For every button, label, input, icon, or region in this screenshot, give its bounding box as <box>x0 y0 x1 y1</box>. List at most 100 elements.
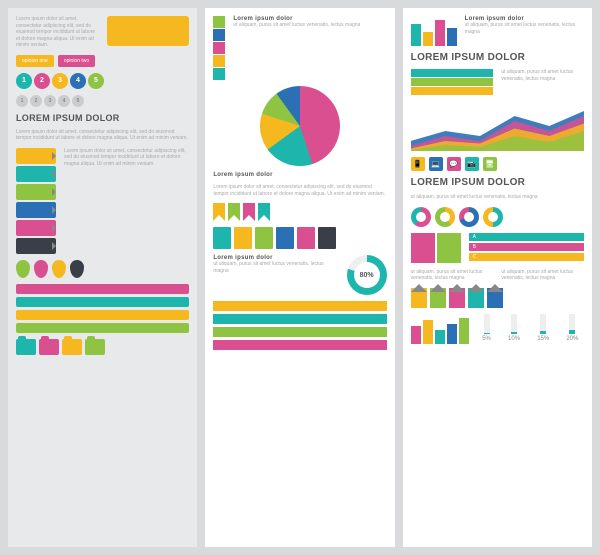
side-tab-3[interactable] <box>16 184 56 200</box>
icon-5[interactable]: 🖥 <box>483 157 497 171</box>
num-2[interactable]: 2 <box>34 73 50 89</box>
gauge-row: Lorem ipsum dolor ut aliquam, purus sit … <box>213 255 386 295</box>
side-tab-2[interactable] <box>16 166 56 182</box>
bar-3 <box>435 20 445 46</box>
side-tab-6[interactable] <box>16 238 56 254</box>
num-g3: 3 <box>44 95 56 107</box>
abc-c: C <box>469 253 584 261</box>
ribbon-2 <box>16 297 189 307</box>
bm-3 <box>243 203 255 221</box>
c2-t2: Lorem ipsum dolor sit amet, consectetur … <box>213 184 386 197</box>
gauge: 80% <box>347 255 387 295</box>
bookmarks <box>213 203 386 221</box>
num-1[interactable]: 1 <box>16 73 32 89</box>
ar-1 <box>213 301 386 311</box>
donuts <box>411 207 584 227</box>
folder-1[interactable] <box>16 339 36 355</box>
pct-2: 10% <box>508 314 520 344</box>
c3-t1: ut aliquam, purus sit amet luctus venena… <box>501 69 584 95</box>
c2-t3: ut aliquam, purus sit amet luctus venena… <box>213 261 338 274</box>
icon-2[interactable]: 💻 <box>429 157 443 171</box>
block-1 <box>411 233 435 263</box>
icon-1[interactable]: 📱 <box>411 157 425 171</box>
sw-2 <box>234 227 252 249</box>
opinion-tab-1[interactable]: opinion one <box>16 55 54 67</box>
column-2: Lorem ipsum dolor ut aliquam, purus sit … <box>205 8 394 547</box>
side-tab-1[interactable] <box>16 148 56 164</box>
c3-t2: ut aliquam, purus sit amet luctus venena… <box>411 194 584 201</box>
seg-2 <box>213 29 225 41</box>
folder-2[interactable] <box>39 339 59 355</box>
stripes <box>411 69 494 95</box>
abc-b: B <box>469 243 584 251</box>
tag-shapes <box>411 288 584 308</box>
c2-top-text: Lorem ipsum dolor ut aliquam, purus sit … <box>233 16 386 80</box>
blocks <box>411 233 461 263</box>
column-3: Lorem ipsum dolor ut aliquam, purus sit … <box>403 8 592 547</box>
bm-4 <box>258 203 270 221</box>
ribbon-3 <box>16 310 189 320</box>
percentages: 5% 10% 15% 20% <box>477 314 584 344</box>
block-2 <box>437 233 461 263</box>
num-g2: 2 <box>30 95 42 107</box>
icon-4[interactable]: 📷 <box>465 157 479 171</box>
pct-3: 15% <box>537 314 549 344</box>
opinion-tab-2[interactable]: opinion two <box>58 55 95 67</box>
seg-3 <box>213 42 225 54</box>
pct-4: 20% <box>566 314 578 344</box>
abc-labels: A B C <box>469 233 584 263</box>
seg-1 <box>213 16 225 28</box>
num-5[interactable]: 5 <box>88 73 104 89</box>
tabs-text-row: Lorem ipsum dolor sit amet, consectetur … <box>16 148 189 254</box>
heading-1: LOREM IPSUM DOLOR <box>16 113 189 123</box>
num-3[interactable]: 3 <box>52 73 68 89</box>
sw-5 <box>297 227 315 249</box>
drop-3 <box>52 260 66 278</box>
c3-t3a: ut aliquam, purus sit amet luctus venena… <box>411 269 494 282</box>
side-tab-4[interactable] <box>16 202 56 218</box>
arrows <box>213 301 386 350</box>
sw-1 <box>213 227 231 249</box>
folder-4[interactable] <box>85 339 105 355</box>
ar-4 <box>213 340 386 350</box>
icon-3[interactable]: 💬 <box>447 157 461 171</box>
mb2-3 <box>435 330 445 344</box>
body-1: Lorem ipsum dolor sit amet, consectetur … <box>16 129 189 142</box>
pct-3-label: 15% <box>537 336 549 342</box>
stacked-bar <box>213 16 225 80</box>
c3-t3b: ut aliquam, purus sit amet luctus venena… <box>501 269 584 282</box>
mini-bars-2 <box>411 314 469 344</box>
donut-2 <box>435 207 455 227</box>
ribbon-4 <box>16 323 189 333</box>
drops <box>16 260 189 278</box>
icon-row: 📱 💻 💬 📷 🖥 <box>411 157 584 171</box>
abc-a: A <box>469 233 584 241</box>
bar-2 <box>423 32 433 46</box>
donut-4 <box>483 207 503 227</box>
ar-2 <box>213 314 386 324</box>
folder-3[interactable] <box>62 339 82 355</box>
seg-5 <box>213 68 225 80</box>
blocks-row: A B C <box>411 233 584 263</box>
gauge-text: Lorem ipsum dolor ut aliquam, purus sit … <box>213 255 338 295</box>
c3-top-text: Lorem ipsum dolor ut aliquam, purus sit … <box>465 16 584 46</box>
mb2-5 <box>459 318 469 344</box>
area-chart <box>411 101 584 151</box>
bar-1 <box>411 24 421 46</box>
num-4[interactable]: 4 <box>70 73 86 89</box>
folders <box>16 339 189 355</box>
intro-text: Lorem ipsum dolor sit amet, consectetur … <box>16 16 99 49</box>
bm-2 <box>228 203 240 221</box>
pct-1: 5% <box>482 314 491 344</box>
tag-2 <box>430 288 446 308</box>
side-text: Lorem ipsum dolor sit amet, consectetur … <box>64 148 189 254</box>
side-tab-5[interactable] <box>16 220 56 236</box>
bm-1 <box>213 203 225 221</box>
tag-5 <box>487 288 503 308</box>
tag-4 <box>468 288 484 308</box>
tag-1 <box>411 288 427 308</box>
mb2-2 <box>423 320 433 344</box>
sw-4 <box>276 227 294 249</box>
number-chips: 1 2 3 4 5 <box>16 73 189 89</box>
number-chips-grey: 1 2 3 4 5 <box>16 95 189 107</box>
